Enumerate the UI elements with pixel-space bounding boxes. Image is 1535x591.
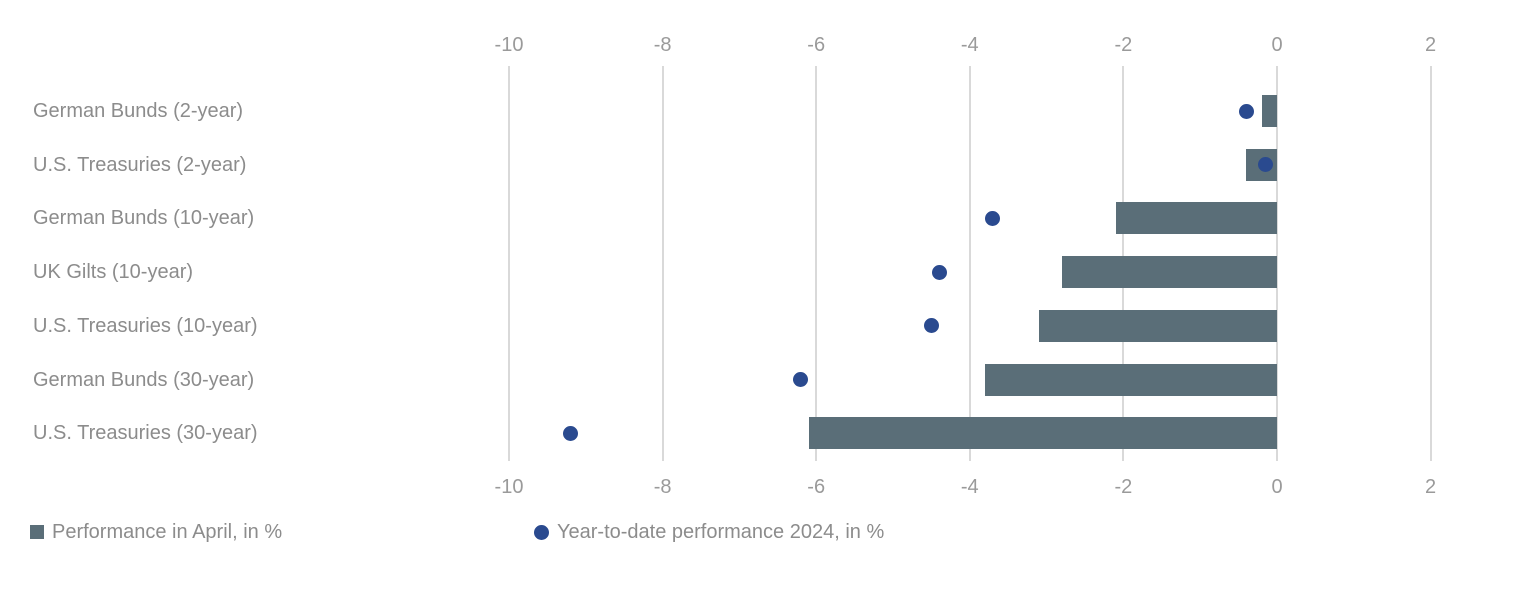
april-performance-bar-german-bunds-10-year: [1115, 202, 1277, 235]
x-tick-label-bottom--10: -10: [494, 476, 524, 498]
gridline-x--4: [968, 66, 971, 461]
x-tick-label-top--8: -8: [653, 34, 672, 56]
x-tick-label-top--4: -4: [960, 34, 979, 56]
ytd-performance-dot-u-s-treasuries-30-year: [562, 425, 578, 441]
gridline-x--6: [815, 66, 818, 461]
legend-label-ytd-performance: Year-to-date performance 2024, in %: [557, 520, 885, 543]
ytd-performance-dot-german-bunds-30-year: [793, 372, 809, 387]
ytd-performance-dot-german-bunds-10-year: [985, 210, 1001, 226]
gridline-x--10: [508, 66, 510, 461]
legend-item-ytd-performance: Year-to-date performance 2024, in %: [534, 518, 884, 546]
x-tick-label-bottom--2: -2: [1114, 476, 1133, 498]
gridline-x-2: [1429, 66, 1432, 461]
x-tick-label-top-2: 2: [1425, 34, 1437, 56]
category-label-german-bunds-2-year: German Bunds (2-year): [33, 100, 244, 122]
april-performance-bar-german-bunds-30-year: [985, 363, 1277, 396]
legend-label-april-performance: Performance in April, in %: [52, 520, 283, 543]
ytd-performance-dot-u-s-treasuries-2-year: [1257, 157, 1273, 173]
april-performance-bar-u-s-treasuries-30-year: [808, 417, 1277, 450]
scatter-series-legend-swatch-icon: [534, 524, 549, 540]
category-label-german-bunds-10-year: German Bunds (10-year): [33, 207, 255, 230]
x-tick-label-top-0: 0: [1271, 34, 1283, 56]
ytd-performance-dot-uk-gilts-10-year: [931, 264, 947, 280]
category-label-german-bunds-30-year: German Bunds (30-year): [33, 368, 255, 391]
legend-item-april-performance: Performance in April, in %: [30, 518, 282, 546]
ytd-performance-dot-german-bunds-2-year: [1238, 103, 1254, 119]
x-tick-label-bottom--4: -4: [960, 476, 979, 498]
category-label-uk-gilts-10-year: UK Gilts (10-year): [33, 261, 194, 284]
x-tick-label-bottom-2: 2: [1425, 476, 1437, 498]
x-tick-label-top--2: -2: [1114, 34, 1133, 56]
x-tick-label-top--10: -10: [494, 34, 524, 56]
x-tick-label-bottom-0: 0: [1271, 476, 1283, 498]
x-tick-label-bottom--6: -6: [807, 476, 826, 498]
gridline-x-0: [1276, 66, 1278, 461]
category-label-u-s-treasuries-2-year: U.S. Treasuries (2-year): [33, 153, 247, 176]
x-tick-label-top--6: -6: [807, 34, 826, 56]
x-tick-label-bottom--8: -8: [653, 476, 672, 498]
category-label-u-s-treasuries-30-year: U.S. Treasuries (30-year): [33, 422, 258, 445]
ytd-performance-dot-u-s-treasuries-10-year: [923, 318, 939, 334]
bar-series-legend-swatch-icon: [30, 525, 44, 539]
gridline-x--8: [661, 66, 664, 461]
category-label-u-s-treasuries-10-year: U.S. Treasuries (10-year): [33, 314, 258, 337]
april-performance-bar-uk-gilts-10-year: [1061, 256, 1277, 289]
april-performance-bar-u-s-treasuries-10-year: [1038, 309, 1277, 342]
april-performance-bar-german-bunds-2-year: [1261, 95, 1277, 127]
